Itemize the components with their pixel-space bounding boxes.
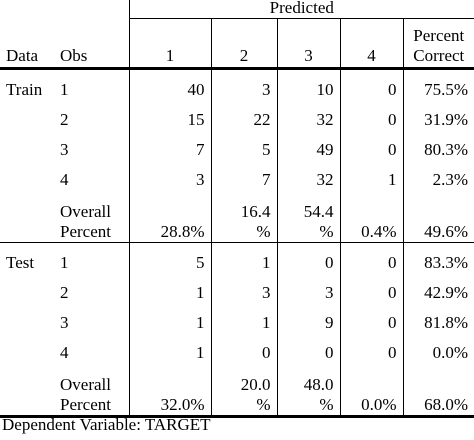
overall-row: Overall Percent 28.8% 16.4 % 54.4 % 0.4%… xyxy=(0,190,474,243)
obs-cell: 4 xyxy=(60,343,69,362)
obs-header: Obs xyxy=(60,46,88,65)
col-2-header: 2 xyxy=(210,18,277,69)
overall-label: Overall Percent xyxy=(54,363,129,417)
overall-cell-line1: 16.4 xyxy=(240,202,271,221)
value-cell: 3 xyxy=(128,160,211,190)
overall-label: Overall Percent xyxy=(54,190,129,243)
value-cell: 32 xyxy=(276,160,340,190)
value-cell: 22 xyxy=(210,100,277,130)
table-row: 4 3 7 32 1 2.3% xyxy=(0,160,474,190)
value-cell: 5 xyxy=(128,242,211,273)
col-3-header: 3 xyxy=(276,18,340,69)
percent-correct-header: Percent Correct xyxy=(402,18,474,69)
value-cell: 1 xyxy=(339,160,403,190)
value-cell: 1 xyxy=(128,333,211,363)
table-row: 3 1 1 9 0 81.8% xyxy=(0,303,474,333)
percent-cell: 83.3% xyxy=(402,242,474,273)
obs-cell: 1 xyxy=(54,67,129,100)
header-row-predicted: Predicted xyxy=(0,0,474,19)
value-cell: 1 xyxy=(128,273,211,303)
value-cell: 9 xyxy=(276,303,340,333)
overall-cell: 54.4 % xyxy=(276,190,340,243)
overall-cell: 28.8% xyxy=(128,190,211,243)
value-cell: 15 xyxy=(128,100,211,130)
overall-cell: 48.0 % xyxy=(276,363,340,417)
table-row: Test 1 5 1 0 0 83.3% xyxy=(0,242,474,273)
value-cell: 10 xyxy=(276,67,340,100)
value-cell: 3 xyxy=(276,273,340,303)
value-cell: 0 xyxy=(339,273,403,303)
overall-label-line2: Percent xyxy=(60,395,111,414)
table-row: 2 1 3 3 0 42.9% xyxy=(0,273,474,303)
overall-label-line1: Overall xyxy=(60,202,111,221)
predicted-header: Predicted xyxy=(128,0,474,19)
percent-cell: 31.9% xyxy=(402,100,474,130)
overall-label-line1: Overall xyxy=(60,375,111,394)
overall-cell: 32.0% xyxy=(128,363,211,417)
value-cell: 32 xyxy=(276,100,340,130)
overall-label-line2: Percent xyxy=(60,222,111,241)
overall-percent-cell: 49.6% xyxy=(402,190,474,243)
value-cell: 3 xyxy=(210,273,277,303)
value-cell: 40 xyxy=(128,67,211,100)
value-cell: 7 xyxy=(128,130,211,160)
overall-cell: 0.4% xyxy=(339,190,403,243)
percent-cell: 80.3% xyxy=(402,130,474,160)
obs-cell: 3 xyxy=(60,313,69,332)
value-cell: 1 xyxy=(210,242,277,273)
value-cell: 0 xyxy=(210,333,277,363)
table-row: Train 1 40 3 10 0 75.5% xyxy=(0,67,474,100)
value-cell: 5 xyxy=(210,130,277,160)
value-cell: 3 xyxy=(210,67,277,100)
overall-percent-cell: 68.0% xyxy=(402,363,474,417)
obs-cell: 2 xyxy=(60,110,69,129)
percent-cell: 75.5% xyxy=(402,67,474,100)
value-cell: 1 xyxy=(210,303,277,333)
overall-cell-line1: 48.0 xyxy=(303,375,334,394)
percent-correct-line2: Correct xyxy=(413,46,465,65)
test-label: Test xyxy=(0,242,54,273)
value-cell: 0 xyxy=(339,130,403,160)
overall-cell: 0.0% xyxy=(339,363,403,417)
value-cell: 1 xyxy=(128,303,211,333)
overall-cell: 16.4 % xyxy=(210,190,277,243)
value-cell: 0 xyxy=(276,242,340,273)
train-label: Train xyxy=(0,67,54,100)
table-row: 2 15 22 32 0 31.9% xyxy=(0,100,474,130)
obs-cell: 4 xyxy=(60,170,69,189)
obs-cell: 3 xyxy=(60,140,69,159)
value-cell: 0 xyxy=(339,67,403,100)
percent-correct-line1: Percent xyxy=(413,26,465,45)
value-cell: 0 xyxy=(339,333,403,363)
value-cell: 7 xyxy=(210,160,277,190)
percent-cell: 81.8% xyxy=(402,303,474,333)
value-cell: 0 xyxy=(276,333,340,363)
overall-cell-line1: 20.0 xyxy=(240,375,271,394)
data-header: Data xyxy=(6,46,39,65)
value-cell: 0 xyxy=(339,242,403,273)
percent-cell: 42.9% xyxy=(402,273,474,303)
obs-cell: 2 xyxy=(60,283,69,302)
overall-row: Overall Percent 32.0% 20.0 % 48.0 % 0.0%… xyxy=(0,363,474,417)
col-1-header: 1 xyxy=(128,18,211,69)
overall-cell-line1: 54.4 xyxy=(303,202,334,221)
value-cell: 0 xyxy=(339,100,403,130)
table-row: 4 1 0 0 0 0.0% xyxy=(0,333,474,363)
table-row: 3 7 5 49 0 80.3% xyxy=(0,130,474,160)
table-footnote: Dependent Variable: TARGET xyxy=(2,415,211,434)
overall-cell-line2: % xyxy=(319,222,334,241)
overall-cell: 20.0 % xyxy=(210,363,277,417)
header-row-columns: Data Obs 1 2 3 4 Percent Correct xyxy=(0,18,474,69)
percent-cell: 0.0% xyxy=(402,333,474,363)
table-bottom-rule xyxy=(0,415,474,419)
overall-cell-line2: % xyxy=(319,395,334,414)
value-cell: 0 xyxy=(339,303,403,333)
value-cell: 49 xyxy=(276,130,340,160)
obs-cell: 1 xyxy=(54,242,129,273)
percent-cell: 2.3% xyxy=(402,160,474,190)
col-4-header: 4 xyxy=(339,18,403,69)
overall-cell-line2: % xyxy=(256,222,271,241)
classification-table: Predicted Data Obs 1 2 3 4 Percent Corre… xyxy=(0,0,474,419)
overall-cell-line2: % xyxy=(256,395,271,414)
